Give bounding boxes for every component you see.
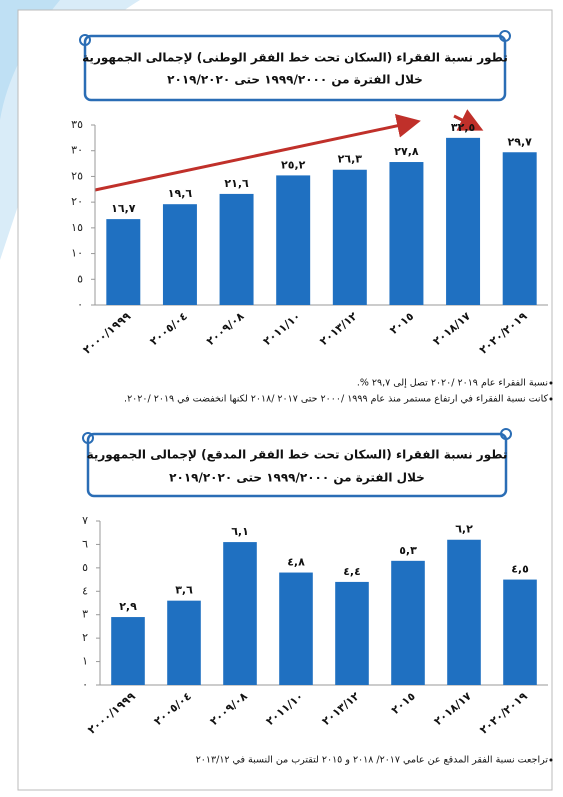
y-tick-label: ١	[82, 655, 88, 668]
value-label: ٣٢,٥	[451, 121, 476, 134]
title-box	[79, 30, 511, 102]
y-tick-label: ٣	[82, 608, 88, 621]
bar	[276, 175, 311, 305]
y-tick-label: ٥	[82, 561, 88, 574]
value-label: ٢١,٦	[224, 177, 249, 190]
y-tick-label: ٧	[82, 514, 88, 527]
y-tick-label: ٢	[82, 631, 88, 644]
y-tick-label: ٦	[82, 537, 88, 550]
bar	[167, 600, 201, 685]
bar	[446, 137, 481, 305]
bar	[219, 193, 254, 305]
bar	[162, 204, 197, 305]
value-label: ٢٧,٨	[394, 145, 419, 158]
trend-arrow	[453, 109, 484, 131]
y-tick-label: ١٥	[71, 221, 83, 234]
value-label: ٢٦,٣	[338, 153, 363, 166]
bullet	[549, 758, 553, 762]
y-tick-label: ١٠	[71, 247, 83, 260]
value-label: ٥,٣	[399, 544, 417, 557]
value-label: ٣,٦	[175, 584, 193, 597]
bar	[111, 617, 145, 685]
trend-arrow	[94, 114, 421, 192]
value-label: ١٩,٦	[168, 187, 193, 200]
note: كانت نسبة الفقراء في ارتفاع مستمر منذ عا…	[124, 394, 548, 405]
note: تراجعت نسبة الفقر المدقع عن عامي ٢٠١٧/ ٢…	[196, 755, 549, 766]
value-label: ٤,٥	[511, 563, 529, 576]
bar	[106, 219, 141, 305]
bar	[335, 581, 369, 685]
background-swoosh	[0, 0, 60, 120]
bar	[502, 152, 537, 305]
chart-title: تطور نسبة الفقراء (السكان تحت خط الفقر ا…	[82, 51, 508, 66]
bar	[447, 539, 481, 685]
value-label: ٦,١	[231, 525, 249, 538]
chart-subtitle: خلال الفترة من ١٩٩٩/٢٠٠٠ حتى ٢٠١٩/٢٠٢٠	[169, 471, 425, 485]
bar	[391, 560, 425, 685]
y-tick-label: ٣٥	[71, 118, 83, 131]
y-tick-label: ٤	[82, 584, 88, 597]
note: نسبة الفقراء عام ٢٠١٩ /٢٠٢٠ تصل إلى ٢٩,٧…	[357, 378, 548, 389]
value-label: ٢٥,٢	[281, 158, 306, 171]
bullet	[549, 397, 553, 401]
value-label: ٢,٩	[119, 600, 137, 613]
bar	[279, 572, 313, 685]
bullet	[549, 381, 553, 385]
y-tick-label: ٠	[82, 678, 88, 691]
chart-title: تطور نسبة الفقراء (السكان تحت خط الفقر ا…	[87, 448, 508, 463]
bar	[503, 579, 537, 685]
value-label: ١٦,٧	[111, 202, 136, 215]
y-tick-label: ٥	[77, 272, 83, 285]
chart-subtitle: خلال الفترة من ١٩٩٩/٢٠٠٠ حتى ٢٠١٩/٢٠٢٠	[167, 73, 423, 87]
y-tick-label: ٣٠	[71, 144, 83, 157]
y-tick-label: ٠	[77, 298, 83, 311]
value-label: ٤,٨	[287, 556, 305, 569]
y-tick-label: ٢٥	[71, 169, 83, 182]
value-label: ٤,٤	[343, 565, 361, 578]
value-label: ٢٩,٧	[508, 135, 533, 148]
bar	[223, 542, 257, 685]
bar	[332, 169, 367, 305]
bar	[389, 162, 424, 305]
title-box	[82, 428, 512, 498]
y-tick-label: ٢٠	[71, 195, 83, 208]
value-label: ٦,٢	[455, 523, 473, 536]
